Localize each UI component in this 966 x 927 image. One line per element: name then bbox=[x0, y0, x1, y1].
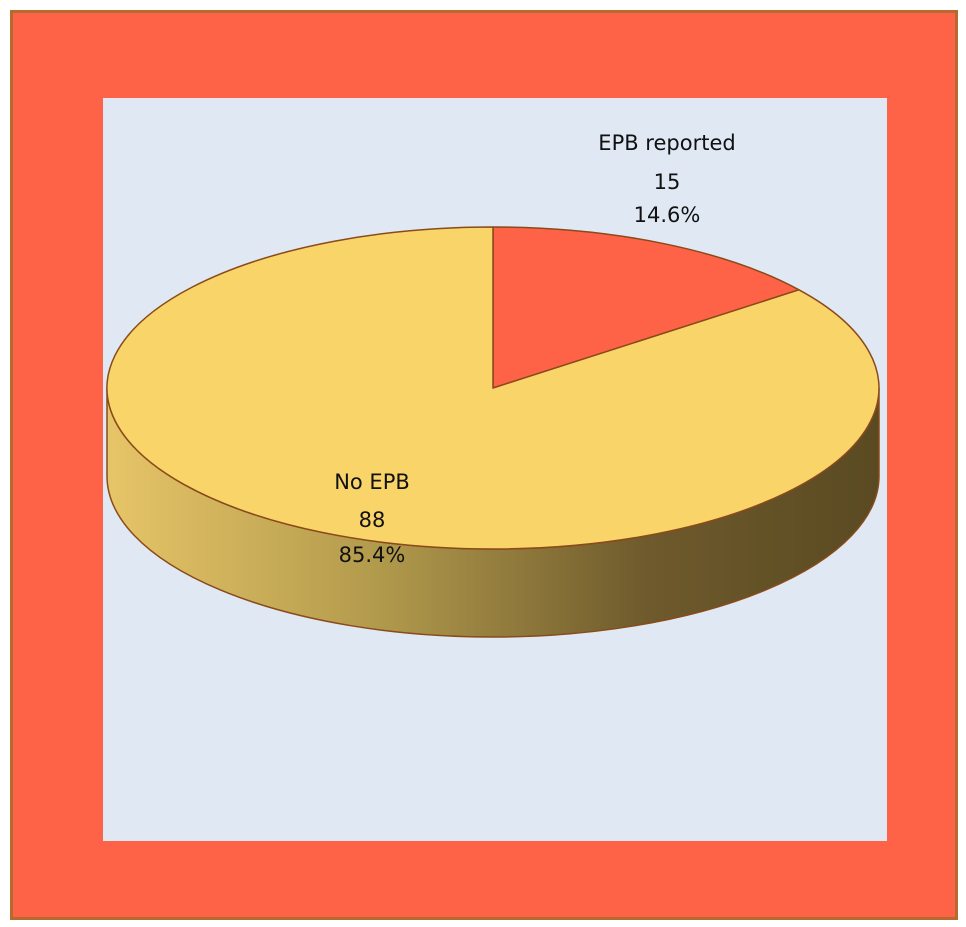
label-epb-value: 15 bbox=[654, 170, 681, 194]
pie-slice-no-epb bbox=[106, 226, 880, 550]
label-noepb-name: No EPB bbox=[334, 470, 410, 494]
label-noepb-percent: 85.4% bbox=[339, 543, 406, 567]
label-noepb-value: 88 bbox=[359, 508, 386, 532]
pie-slice-epb-reported bbox=[492, 226, 800, 389]
label-epb-percent: 14.6% bbox=[634, 203, 701, 227]
label-epb-name: EPB reported bbox=[598, 131, 735, 155]
